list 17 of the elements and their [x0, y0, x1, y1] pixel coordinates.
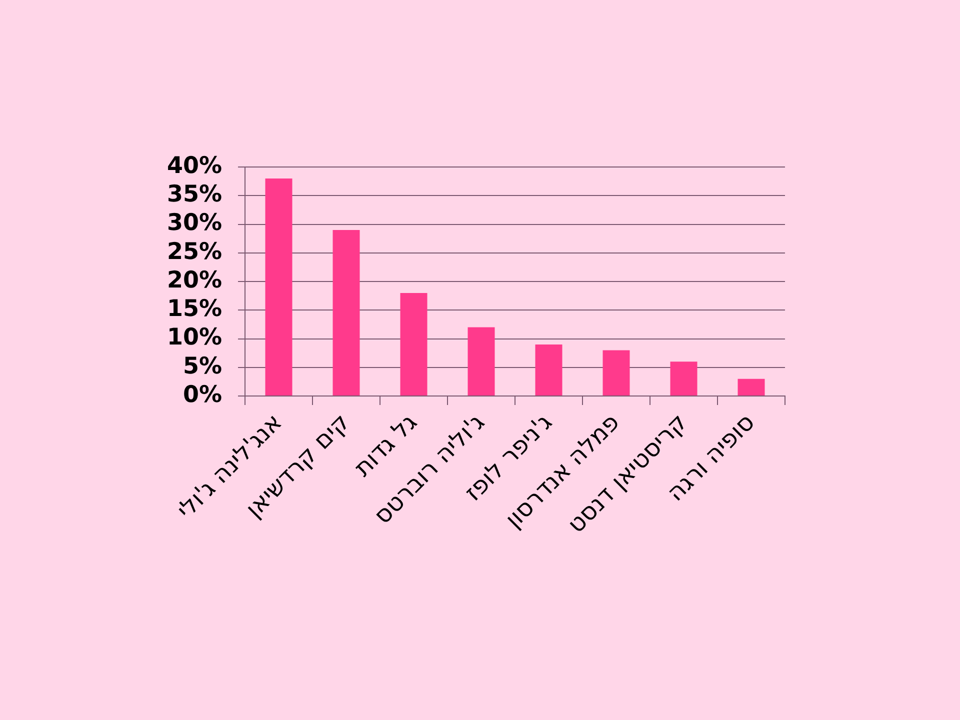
y-tick-label: 0% [182, 382, 222, 408]
y-tick-label: 35% [166, 182, 222, 208]
y-tick-label: 40% [166, 152, 222, 179]
bar [738, 378, 765, 396]
y-tick-label: 15% [166, 296, 222, 322]
bar [400, 292, 428, 396]
bar [332, 230, 360, 396]
y-tick-label: 25% [166, 238, 222, 265]
y-tick-label: 20% [166, 267, 222, 294]
bar [602, 350, 630, 396]
bar [670, 362, 698, 396]
y-tick-label: 5% [182, 353, 222, 380]
y-tick-label: 10% [166, 324, 222, 351]
bar [468, 327, 495, 396]
y-tick-label: 30% [166, 210, 222, 236]
bar [535, 344, 562, 396]
bar [265, 178, 292, 396]
